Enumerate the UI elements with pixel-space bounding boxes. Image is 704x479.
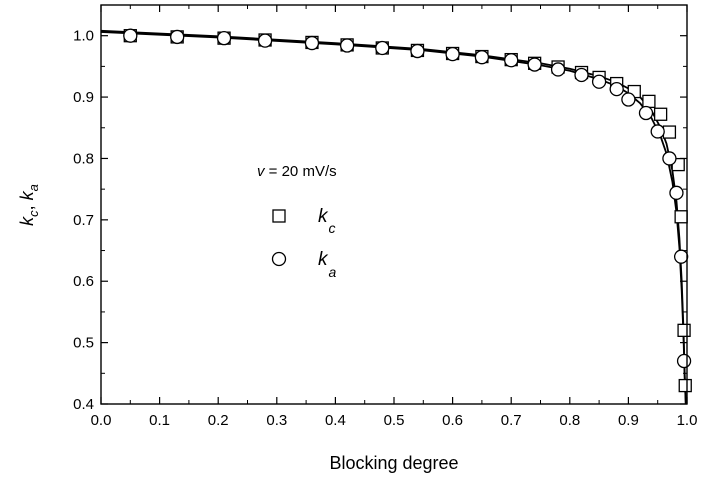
- data-point-kc: [662, 125, 677, 139]
- data-point-ka: [216, 30, 232, 46]
- legend-marker-square: [272, 209, 286, 223]
- data-point-ka: [609, 81, 624, 97]
- y-tick-label: 0.7: [73, 212, 94, 229]
- x-tick-label: 0.6: [442, 412, 463, 429]
- x-tick-label: 0.1: [149, 412, 170, 429]
- data-point-kc: [678, 378, 692, 393]
- y-tick-label: 0.9: [73, 89, 94, 106]
- data-point-kc: [642, 94, 656, 109]
- data-point-ka: [410, 43, 425, 59]
- legend-marker-circle: [271, 251, 287, 267]
- y-axis-label-c: c: [26, 210, 41, 217]
- y-axis-label-comma: ,: [17, 200, 37, 210]
- x-tick-label: 0.3: [266, 412, 287, 429]
- data-point-ka: [676, 353, 692, 369]
- data-point-ka: [673, 249, 689, 264]
- data-point-ka: [339, 38, 355, 53]
- fit-curve-2: [100, 31, 687, 405]
- y-axis-label-k2: k: [17, 190, 37, 200]
- data-point-ka: [650, 124, 665, 139]
- data-point-kc: [653, 107, 668, 121]
- plot-frame: [100, 4, 688, 405]
- legend-label-ka: ka: [318, 249, 337, 280]
- x-tick-label: 0.7: [501, 412, 522, 429]
- svg-text:kc, ka: kc, ka: [17, 184, 41, 226]
- x-axis-label: Blocking degree: [329, 453, 458, 473]
- legend-title-variable: v: [257, 163, 266, 180]
- legend-label-kc: kc: [318, 206, 336, 236]
- data-point-ka: [445, 46, 460, 62]
- y-axis-label-k1: k: [17, 216, 37, 226]
- y-tick-label: 0.5: [73, 335, 94, 352]
- data-point-ka: [662, 151, 677, 166]
- y-tick-label: 0.4: [73, 396, 94, 413]
- data-point-ka: [504, 53, 519, 68]
- data-point-ka: [550, 62, 566, 77]
- data-point-ka: [621, 92, 636, 107]
- data-point-ka: [304, 35, 320, 51]
- x-tick-label: 0.8: [559, 412, 580, 429]
- data-point-ka: [669, 185, 684, 200]
- data-point-ka: [638, 105, 654, 121]
- x-tick-label: 0.5: [384, 412, 405, 429]
- legend-title: v = 20 mV/s: [257, 163, 337, 180]
- markers-layer: [123, 28, 692, 393]
- y-axis-label: kc, ka: [17, 184, 41, 226]
- x-tick-label: 0.0: [91, 412, 112, 429]
- data-point-kc: [674, 210, 688, 224]
- x-tick-label: 0.2: [208, 412, 229, 429]
- data-point-ka: [257, 33, 273, 48]
- data-point-ka: [591, 74, 607, 89]
- x-tick-label: 1.0: [677, 412, 698, 429]
- y-tick-label: 0.6: [73, 273, 94, 290]
- data-point-ka: [527, 57, 542, 72]
- legend-title-value: = 20 mV/s: [265, 163, 337, 180]
- data-point-ka: [474, 50, 490, 65]
- y-tick-label: 0.8: [73, 150, 94, 167]
- ticks-layer: 0.0 0.1 0.2 0.3 0.4 0.5 0.6 0.7 0.8 0.9 1.0 0.4 0.5 0…: [73, 4, 698, 429]
- data-point-ka: [574, 67, 589, 83]
- data-point-ka: [170, 29, 185, 45]
- legend: v = 20 mV/s kc ka: [257, 163, 337, 280]
- data-point-ka: [375, 40, 390, 56]
- x-tick-label: 0.9: [618, 412, 639, 429]
- data-point-kc: [677, 323, 691, 337]
- x-tick-label: 0.4: [325, 412, 346, 429]
- y-axis-label-a: a: [26, 184, 41, 191]
- data-point-ka: [123, 28, 138, 43]
- y-tick-label: 1.0: [73, 28, 94, 45]
